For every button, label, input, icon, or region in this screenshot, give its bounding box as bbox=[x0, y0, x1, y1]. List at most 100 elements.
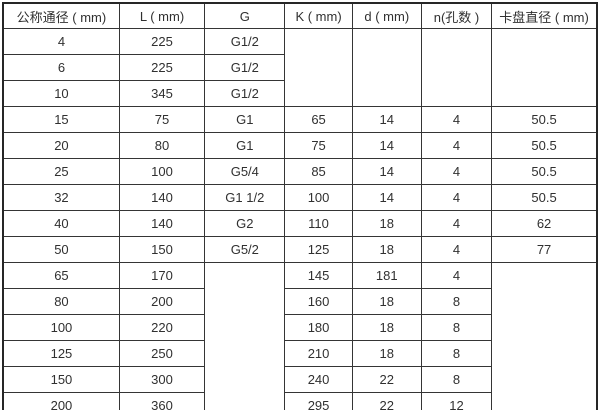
table-cell: 4 bbox=[420, 184, 493, 211]
table-cell: 18 bbox=[351, 236, 422, 263]
header-row: 公称通径 ( mm) L ( mm) G K ( mm) d ( mm) n(孔数 ) 卡盘… bbox=[2, 2, 598, 29]
column-header: d ( mm) bbox=[351, 2, 422, 29]
table-row: 40 140 G2 110 18 4 62 bbox=[2, 210, 598, 237]
table-cell: 110 bbox=[284, 210, 353, 237]
table-cell: G1/2 bbox=[204, 28, 286, 55]
table-cell: G1 1/2 bbox=[204, 184, 286, 211]
table-cell: 4 bbox=[420, 210, 493, 237]
table-row: 25 100 G5/4 85 14 4 50.5 bbox=[2, 158, 598, 185]
table-cell: G1/2 bbox=[204, 80, 286, 107]
column-header: 公称通径 ( mm) bbox=[2, 2, 120, 29]
column-header: K ( mm) bbox=[284, 2, 353, 29]
table-body: 4 225 G1/2 6 225 G1/2 10 345 G1/2 15 75 G1 65 14 4 50.5… bbox=[2, 28, 598, 410]
table-cell: 181 bbox=[351, 262, 422, 289]
table-cell: 8 bbox=[420, 288, 493, 315]
table-cell: 14 bbox=[351, 106, 422, 133]
table-cell: 6 bbox=[2, 54, 120, 81]
table-row: 65 170 145 181 4 bbox=[2, 262, 598, 410]
table-cell: 22 bbox=[351, 366, 422, 393]
table-cell: 100 bbox=[284, 184, 353, 211]
table-cell: 50 bbox=[2, 236, 120, 263]
table-cell: 220 bbox=[118, 314, 206, 341]
table-cell: 125 bbox=[2, 340, 120, 367]
table-cell bbox=[284, 28, 353, 107]
table-cell: 75 bbox=[284, 132, 353, 159]
table-row: 125 250 210 18 8 bbox=[2, 340, 597, 367]
table-cell: 65 bbox=[2, 262, 120, 289]
table-cell: 200 bbox=[2, 392, 120, 410]
table-head: 公称通径 ( mm) L ( mm) G K ( mm) d ( mm) n(孔数 ) 卡盘… bbox=[2, 2, 598, 29]
table-cell: 8 bbox=[420, 314, 493, 341]
table-cell: G1/2 bbox=[204, 54, 286, 81]
table-cell: G5/4 bbox=[204, 158, 286, 185]
table-row: 20 80 G1 75 14 4 50.5 bbox=[2, 132, 598, 159]
table-cell: 345 bbox=[118, 80, 206, 107]
table-cell: 18 bbox=[351, 210, 422, 237]
column-header: L ( mm) bbox=[118, 2, 206, 29]
table-cell: G2 bbox=[204, 210, 286, 237]
table-cell: 8 bbox=[420, 340, 493, 367]
table-cell: 160 bbox=[284, 288, 353, 315]
table-cell: 80 bbox=[118, 132, 206, 159]
table-cell: 4 bbox=[420, 158, 493, 185]
table-cell: 250 bbox=[118, 340, 206, 367]
table-cell bbox=[420, 28, 493, 107]
table-cell: 18 bbox=[351, 314, 422, 341]
table-cell: 145 bbox=[284, 262, 353, 289]
table-cell: 14 bbox=[351, 132, 422, 159]
table-cell: 50.5 bbox=[491, 106, 598, 133]
table-cell: 140 bbox=[118, 210, 206, 237]
table-row: 15 75 G1 65 14 4 50.5 bbox=[2, 106, 598, 133]
column-header: G bbox=[204, 2, 286, 29]
table-cell: 62 bbox=[491, 210, 598, 237]
table-cell: 300 bbox=[118, 366, 206, 393]
table-cell: 40 bbox=[2, 210, 120, 237]
table-cell: 225 bbox=[118, 28, 206, 55]
table-cell: 360 bbox=[118, 392, 206, 410]
table-row: 50 150 G5/2 125 18 4 77 bbox=[2, 236, 598, 263]
table-row: 100 220 180 18 8 bbox=[2, 314, 597, 341]
table-cell: 4 bbox=[420, 132, 493, 159]
table-cell: 4 bbox=[420, 106, 493, 133]
column-header: n(孔数 ) bbox=[420, 2, 493, 29]
table-cell: 20 bbox=[2, 132, 120, 159]
table-cell: 22 bbox=[351, 392, 422, 410]
table-cell: 25 bbox=[2, 158, 120, 185]
table-cell: 15 bbox=[2, 106, 120, 133]
table-cell: 14 bbox=[351, 184, 422, 211]
table-row: 150 300 240 22 8 bbox=[2, 366, 597, 393]
table-cell: 50.5 bbox=[491, 184, 598, 211]
table-cell: 65 bbox=[284, 106, 353, 133]
table-cell: 18 bbox=[351, 340, 422, 367]
table-cell: 200 bbox=[118, 288, 206, 315]
table-cell: G1 bbox=[204, 132, 286, 159]
table-cell: 85 bbox=[284, 158, 353, 185]
table-cell: 125 bbox=[284, 236, 353, 263]
table-cell: 18 bbox=[351, 288, 422, 315]
table-cell: 75 bbox=[118, 106, 206, 133]
table-cell: 100 bbox=[118, 158, 206, 185]
table-cell: 4 bbox=[420, 262, 493, 289]
table-cell: 140 bbox=[118, 184, 206, 211]
table-row: 10 345 G1/2 bbox=[2, 80, 597, 107]
table-cell bbox=[491, 28, 598, 107]
table-cell: 50.5 bbox=[491, 158, 598, 185]
table-row: 4 225 G1/2 bbox=[2, 28, 598, 107]
table-cell: 180 bbox=[284, 314, 353, 341]
table-cell: 50.5 bbox=[491, 132, 598, 159]
table-cell: 4 bbox=[420, 236, 493, 263]
table-cell: 240 bbox=[284, 366, 353, 393]
column-header: 卡盘直径 ( mm) bbox=[491, 2, 598, 29]
table-cell: 14 bbox=[351, 158, 422, 185]
table-row: 32 140 G1 1/2 100 14 4 50.5 bbox=[2, 184, 598, 211]
table-cell: 12 bbox=[420, 392, 493, 410]
table-cell: 150 bbox=[118, 236, 206, 263]
table-cell bbox=[351, 28, 422, 107]
table-cell: 80 bbox=[2, 288, 120, 315]
table-row: 6 225 G1/2 bbox=[2, 54, 597, 81]
table-cell: 150 bbox=[2, 366, 120, 393]
table-cell: 77 bbox=[491, 236, 598, 263]
table-cell: 4 bbox=[2, 28, 120, 55]
table-cell: 10 bbox=[2, 80, 120, 107]
